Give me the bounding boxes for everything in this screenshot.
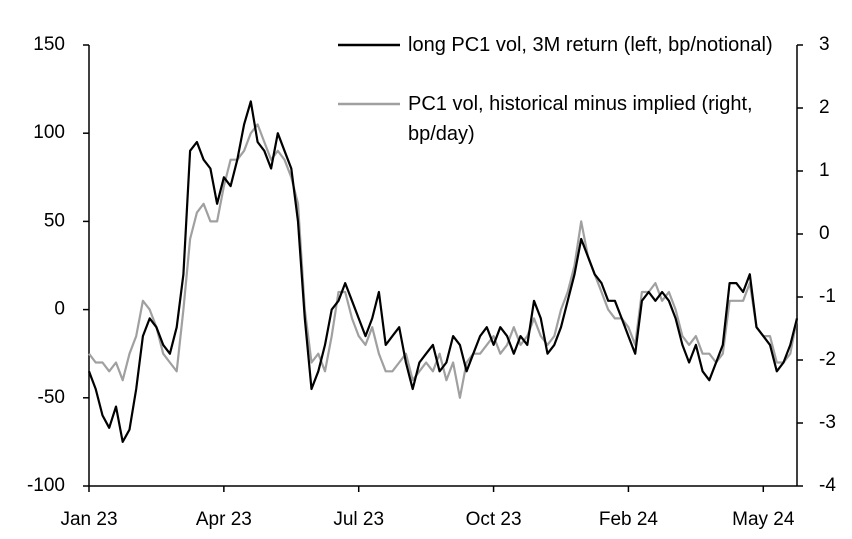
legend-label: PC1 vol, historical minus implied (right…	[408, 93, 753, 145]
y-tick-label: 50	[44, 210, 65, 231]
y2-tick-label: -2	[819, 349, 836, 370]
y2-tick-label: -1	[819, 286, 836, 307]
y2-tick-label: 3	[819, 34, 830, 55]
y2-tick-label: 0	[819, 223, 830, 244]
x-tick-label: Jan 23	[60, 509, 117, 530]
y-tick-label: -100	[27, 475, 65, 496]
x-tick-label: Oct 23	[466, 509, 522, 530]
x-tick-label: Feb 24	[599, 509, 659, 530]
x-tick-label: Jul 23	[333, 509, 384, 530]
y-tick-label: 150	[33, 34, 65, 55]
legend-label: long PC1 vol, 3M return (left, bp/notion…	[408, 34, 773, 56]
y-tick-label: 0	[54, 299, 65, 320]
x-tick-label: Apr 23	[196, 509, 252, 530]
y2-tick-label: 2	[819, 97, 830, 118]
x-tick-label: May 24	[732, 509, 795, 530]
y2-tick-label: -3	[819, 412, 836, 433]
y-tick-label: 100	[33, 122, 65, 143]
y-tick-label: -50	[38, 387, 65, 408]
series-line	[87, 100, 799, 443]
y2-tick-label: -4	[819, 475, 836, 496]
y2-tick-label: 1	[819, 160, 830, 181]
